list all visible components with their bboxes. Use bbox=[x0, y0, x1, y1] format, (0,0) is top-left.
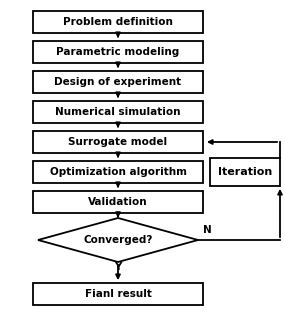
Bar bbox=[210, 158, 280, 186]
Bar bbox=[33, 191, 203, 213]
Text: Problem definition: Problem definition bbox=[63, 17, 173, 27]
Bar bbox=[33, 71, 203, 93]
Text: Converged?: Converged? bbox=[83, 235, 153, 245]
Bar bbox=[33, 161, 203, 183]
Text: Surrogate model: Surrogate model bbox=[68, 137, 168, 147]
Bar bbox=[33, 283, 203, 305]
Text: Y: Y bbox=[114, 262, 122, 272]
Bar bbox=[33, 101, 203, 123]
Bar bbox=[33, 11, 203, 33]
Text: Iteration: Iteration bbox=[218, 167, 272, 177]
Text: Design of experiment: Design of experiment bbox=[54, 77, 182, 87]
Text: Numerical simulation: Numerical simulation bbox=[55, 107, 181, 117]
Bar bbox=[33, 131, 203, 153]
Text: N: N bbox=[203, 225, 211, 235]
Polygon shape bbox=[38, 218, 198, 262]
Text: Parametric modeling: Parametric modeling bbox=[56, 47, 180, 57]
Text: Fianl result: Fianl result bbox=[85, 289, 151, 299]
Text: Validation: Validation bbox=[88, 197, 148, 207]
Bar bbox=[33, 41, 203, 63]
Text: Optimization algorithm: Optimization algorithm bbox=[50, 167, 186, 177]
